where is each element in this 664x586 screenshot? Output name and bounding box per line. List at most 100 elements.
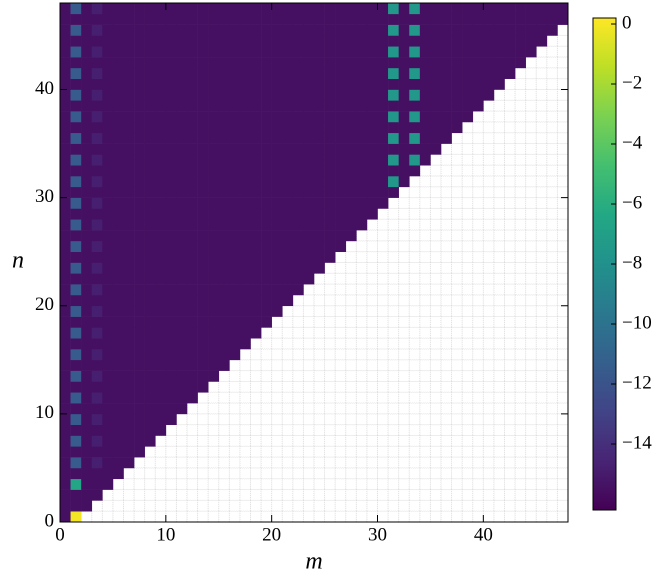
cell (366, 67, 378, 79)
cell (60, 219, 71, 231)
cell (398, 57, 410, 69)
cell (398, 176, 410, 188)
cell (261, 251, 272, 263)
cell (239, 3, 251, 15)
cell (229, 230, 241, 242)
cell (409, 46, 421, 58)
cell (377, 89, 389, 101)
cell (60, 392, 71, 404)
cell (112, 403, 124, 415)
cell (218, 57, 230, 69)
cell (483, 35, 495, 47)
cell (451, 13, 463, 25)
cell (430, 57, 442, 69)
cell (271, 143, 283, 155)
cell (208, 230, 220, 242)
cell (324, 100, 336, 112)
cell (218, 100, 230, 112)
cell (197, 35, 209, 47)
cell (60, 305, 71, 317)
cell (165, 46, 177, 58)
cell (546, 24, 558, 36)
cell (345, 186, 357, 198)
cell (197, 176, 209, 188)
cell (81, 316, 93, 328)
cell (112, 327, 124, 339)
cell (144, 370, 156, 382)
cell (165, 273, 177, 285)
cell (282, 208, 294, 220)
cell (176, 327, 188, 339)
cell (250, 327, 262, 339)
cell (176, 230, 188, 242)
cell (218, 13, 230, 25)
cell (377, 121, 389, 134)
cell (102, 111, 114, 123)
cell (134, 208, 145, 220)
cell (81, 35, 93, 47)
cell (292, 3, 304, 15)
cell (229, 121, 241, 134)
cell (441, 13, 452, 25)
cell (388, 165, 399, 177)
cell (335, 121, 347, 134)
cell (208, 273, 220, 285)
cell (187, 67, 198, 79)
cell (176, 46, 188, 58)
cell (144, 251, 156, 263)
cell (493, 24, 505, 36)
cell (70, 197, 82, 209)
cell (144, 57, 156, 69)
cell (70, 57, 82, 69)
cell (218, 273, 230, 285)
cell (134, 262, 145, 274)
cell (388, 154, 399, 166)
cell (504, 3, 516, 15)
cell (303, 89, 315, 101)
cell (472, 89, 484, 101)
cell (134, 305, 145, 317)
cell (176, 89, 188, 101)
cell (112, 230, 124, 242)
cell (314, 24, 325, 36)
cell (70, 489, 82, 501)
cell (335, 89, 347, 101)
cell (366, 89, 378, 101)
cell (70, 478, 82, 490)
cell (430, 121, 442, 134)
cell (102, 165, 114, 177)
x-tick-label: 0 (55, 524, 65, 545)
cell (261, 273, 272, 285)
cell (229, 67, 241, 79)
cell (81, 100, 93, 112)
cell (409, 13, 421, 25)
cell (112, 121, 124, 134)
cell (377, 67, 389, 79)
cell (314, 165, 325, 177)
cell (324, 3, 336, 15)
cell (229, 35, 241, 47)
cell (144, 67, 156, 79)
cell (165, 57, 177, 69)
cell (155, 197, 167, 209)
cell (239, 208, 251, 220)
cell (144, 46, 156, 58)
cell (261, 13, 272, 25)
colorbar-tick-label: −14 (622, 432, 652, 453)
cell (91, 35, 103, 47)
cell (229, 284, 241, 296)
cell (155, 338, 167, 350)
cell (377, 176, 389, 188)
colorbar-tick-label: 0 (622, 12, 632, 33)
cell (239, 13, 251, 25)
cell (155, 132, 167, 144)
cell (271, 100, 283, 112)
cell (187, 46, 198, 58)
cell (324, 111, 336, 123)
cell (165, 240, 177, 252)
cell (388, 143, 399, 155)
cell (123, 186, 135, 198)
cell (70, 467, 82, 480)
plot-frame (59, 2, 569, 523)
cell (81, 230, 93, 242)
